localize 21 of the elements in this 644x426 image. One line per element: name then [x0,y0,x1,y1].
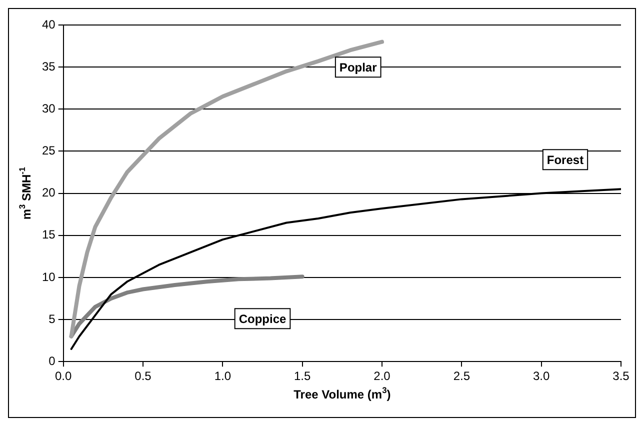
x-tick-label: 0.0 [55,369,72,384]
x-tick-label: 2.5 [453,369,470,384]
y-tick-label: 25 [42,144,56,158]
y-tick-label: 10 [42,270,56,284]
y-tick-label: 40 [42,17,56,32]
x-tick-label: 3.5 [612,369,630,384]
x-tick-label: 0.5 [134,369,152,384]
series-label: Poplar [339,60,378,74]
text: Forest [546,152,584,167]
y-tick-label: 5 [48,312,56,326]
y-tick-label: 30 [42,101,56,116]
text: Coppice [238,312,286,326]
x-tick-label: 2.0 [374,369,391,384]
x-tick-label: 3.0 [532,369,550,384]
x-tick-label: 1.0 [214,369,232,384]
y-axis-title: m3 SMH-1 [17,166,34,220]
x-tick-label: 1.5 [294,369,312,384]
y-tick-label: 0 [48,354,56,368]
y-tick-label: 20 [42,186,56,200]
y-tick-label: 35 [42,59,56,74]
y-tick-label: 15 [42,228,56,242]
